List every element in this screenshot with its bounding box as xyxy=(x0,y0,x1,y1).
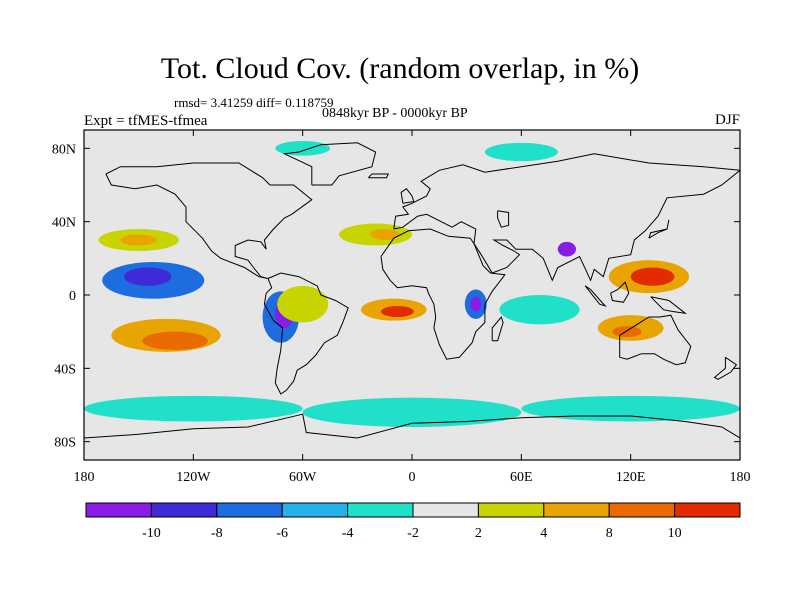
coastline-north-america xyxy=(105,162,313,279)
anomaly-blob xyxy=(557,241,577,257)
coastline-new-guinea xyxy=(650,296,688,315)
colorbar-label: -2 xyxy=(407,526,419,541)
colorbar-label: -10 xyxy=(142,526,161,541)
coastline-africa xyxy=(380,228,506,360)
colorbar-swatch xyxy=(608,502,676,518)
coastline-iceland xyxy=(367,173,390,179)
anomaly-blob xyxy=(370,229,400,240)
colorbar-label: -8 xyxy=(211,526,223,541)
anomaly-blob xyxy=(120,234,157,246)
y-tick-label: 80S xyxy=(54,436,76,451)
period-label: 0848kyr BP - 0000kyr BP xyxy=(322,106,468,121)
map-title: Tot. Cloud Cov. (random overlap, in %) xyxy=(160,52,640,85)
y-tick-label: 40N xyxy=(52,216,76,231)
anomaly-blob xyxy=(470,296,482,312)
colorbar-label: 10 xyxy=(668,526,682,541)
coastline-japan xyxy=(648,219,670,239)
anomaly-blob xyxy=(630,267,675,286)
anomaly-blob xyxy=(381,306,414,317)
coastline-caspian xyxy=(497,210,510,228)
x-tick-label: 0 xyxy=(409,470,416,485)
x-tick-label: 120W xyxy=(176,470,211,485)
colorbar-swatch xyxy=(281,502,349,518)
x-tick-label: 60E xyxy=(510,470,533,485)
colorbar-swatch xyxy=(150,502,218,518)
coastline-eurasia xyxy=(393,153,740,282)
colorbar-swatch xyxy=(347,502,414,518)
y-tick-label: 40S xyxy=(54,362,76,377)
coastline-south-america xyxy=(263,272,349,395)
coastline-madagascar xyxy=(491,315,504,342)
coastline-new-zealand xyxy=(713,356,738,380)
x-tick-label: 60W xyxy=(289,470,317,485)
colorbar-label: -6 xyxy=(276,526,288,541)
x-tick-label: 120E xyxy=(616,470,646,485)
anomaly-blob xyxy=(499,295,580,325)
season-label: DJF xyxy=(714,112,740,128)
coastline-antarctica xyxy=(84,413,740,439)
colorbar-label: 4 xyxy=(540,526,547,541)
coastlines xyxy=(84,142,740,439)
colorbar-label: 2 xyxy=(475,526,482,541)
anomaly-blob xyxy=(521,395,740,422)
y-tick-label: 0 xyxy=(69,289,76,304)
coastline-greenland xyxy=(282,142,377,186)
anomaly-blob xyxy=(84,395,303,422)
colorbar-swatch xyxy=(543,502,610,518)
y-axis: 80N 40N 0 40S 80S xyxy=(52,142,740,451)
colorbar-swatch xyxy=(85,502,152,518)
y-tick-label: 80N xyxy=(52,142,76,157)
map-plot-area xyxy=(83,129,741,461)
coastline-borneo xyxy=(610,281,630,303)
colorbar-swatch xyxy=(412,502,479,518)
colorbar-label: -4 xyxy=(342,526,354,541)
anomaly-blob xyxy=(275,141,330,156)
coastline-australia xyxy=(619,314,692,366)
colorbar-swatch xyxy=(477,502,545,518)
colorbar-swatch xyxy=(674,502,741,518)
anomaly-blob xyxy=(124,267,172,286)
x-tick-label: 180 xyxy=(74,470,95,485)
x-axis: 180 120W 60W 0 60E 120E 180 xyxy=(74,130,751,485)
anomaly-blob xyxy=(612,326,642,338)
colorbar-label: 8 xyxy=(606,526,613,541)
anomaly-blob xyxy=(142,331,208,351)
experiment-label: Expt = tfMES-tfmea xyxy=(84,113,208,129)
anomaly-blob xyxy=(484,142,558,162)
anomaly-blob xyxy=(302,397,522,428)
anomaly-blob xyxy=(277,285,329,323)
colorbar: -10 -8 -6 -4 -2 2 4 8 10 xyxy=(85,502,741,541)
coastline-sumatra xyxy=(584,285,607,308)
colorbar-swatch xyxy=(216,502,283,518)
x-tick-label: 180 xyxy=(730,470,751,485)
coastline-uk xyxy=(400,188,415,204)
anomaly-fields xyxy=(84,141,740,428)
stats-line: rmsd= 3.41259 diff= 0.118759 xyxy=(174,95,334,110)
